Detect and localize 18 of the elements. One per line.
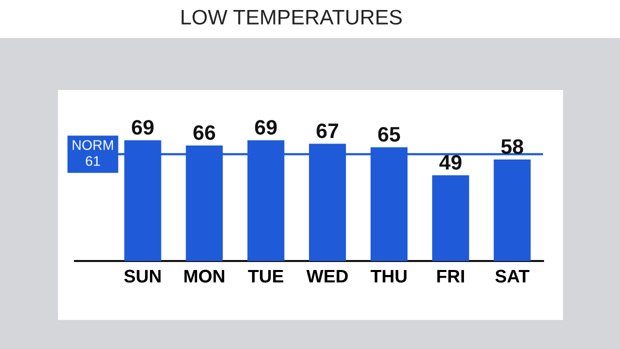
x-tick-label: SUN — [124, 270, 161, 283]
x-tick-label: FRI — [437, 270, 464, 282]
data-label: 67 — [316, 123, 338, 138]
data-label: 49 — [439, 154, 462, 170]
bar — [494, 159, 531, 261]
x-tick-label: SAT — [495, 270, 530, 283]
bar — [432, 175, 470, 261]
x-tick-label: THU — [370, 270, 407, 283]
ref-line-label: NORM 61 — [72, 140, 113, 166]
data-label: 69 — [132, 120, 154, 135]
data-label: 58 — [501, 139, 524, 154]
x-tick-label: MON — [184, 270, 224, 283]
x-tick-label: WED — [306, 270, 348, 282]
x-tick-label: TUE — [248, 270, 284, 283]
data-label: 66 — [193, 125, 216, 140]
data-label: 65 — [378, 126, 400, 142]
data-label: 69 — [255, 120, 277, 135]
chart-title: LOW TEMPERATURES — [182, 10, 402, 25]
